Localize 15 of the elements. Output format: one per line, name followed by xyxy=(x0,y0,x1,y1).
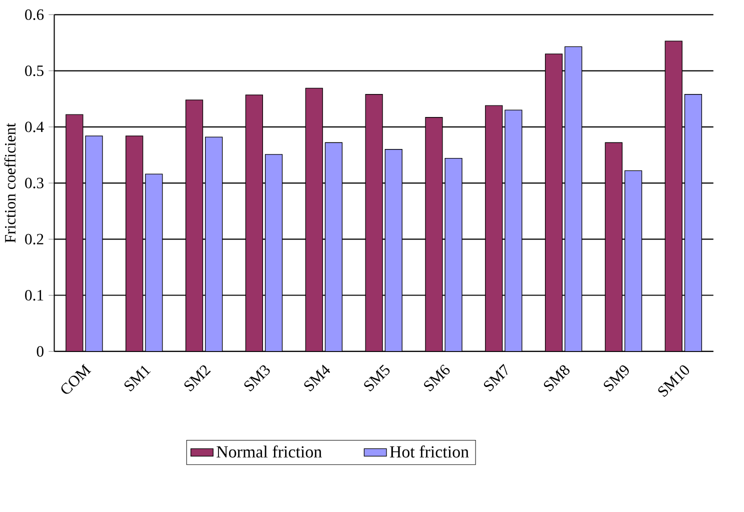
y-tick-label: 0.6 xyxy=(25,9,44,20)
x-tick-label: SM9 xyxy=(604,365,629,392)
y-tick-label: 0 xyxy=(36,346,44,357)
y-tick-label: 0.5 xyxy=(25,65,44,76)
y-axis-title: Friction coefficient xyxy=(4,123,16,243)
legend-label: Normal friction xyxy=(216,445,322,458)
y-tick-label: 0.1 xyxy=(25,290,44,301)
y-tick-label: 0.3 xyxy=(25,178,44,188)
y-tick-label: 0.2 xyxy=(25,234,44,245)
x-tick-label: SM1 xyxy=(124,366,151,392)
x-tick-label: SM8 xyxy=(544,365,570,392)
x-tick-label: SM2 xyxy=(184,365,211,392)
legend-label: Hot friction xyxy=(390,445,469,458)
y-tick-label: 0.4 xyxy=(25,122,44,132)
x-tick-label: SM3 xyxy=(244,365,270,392)
